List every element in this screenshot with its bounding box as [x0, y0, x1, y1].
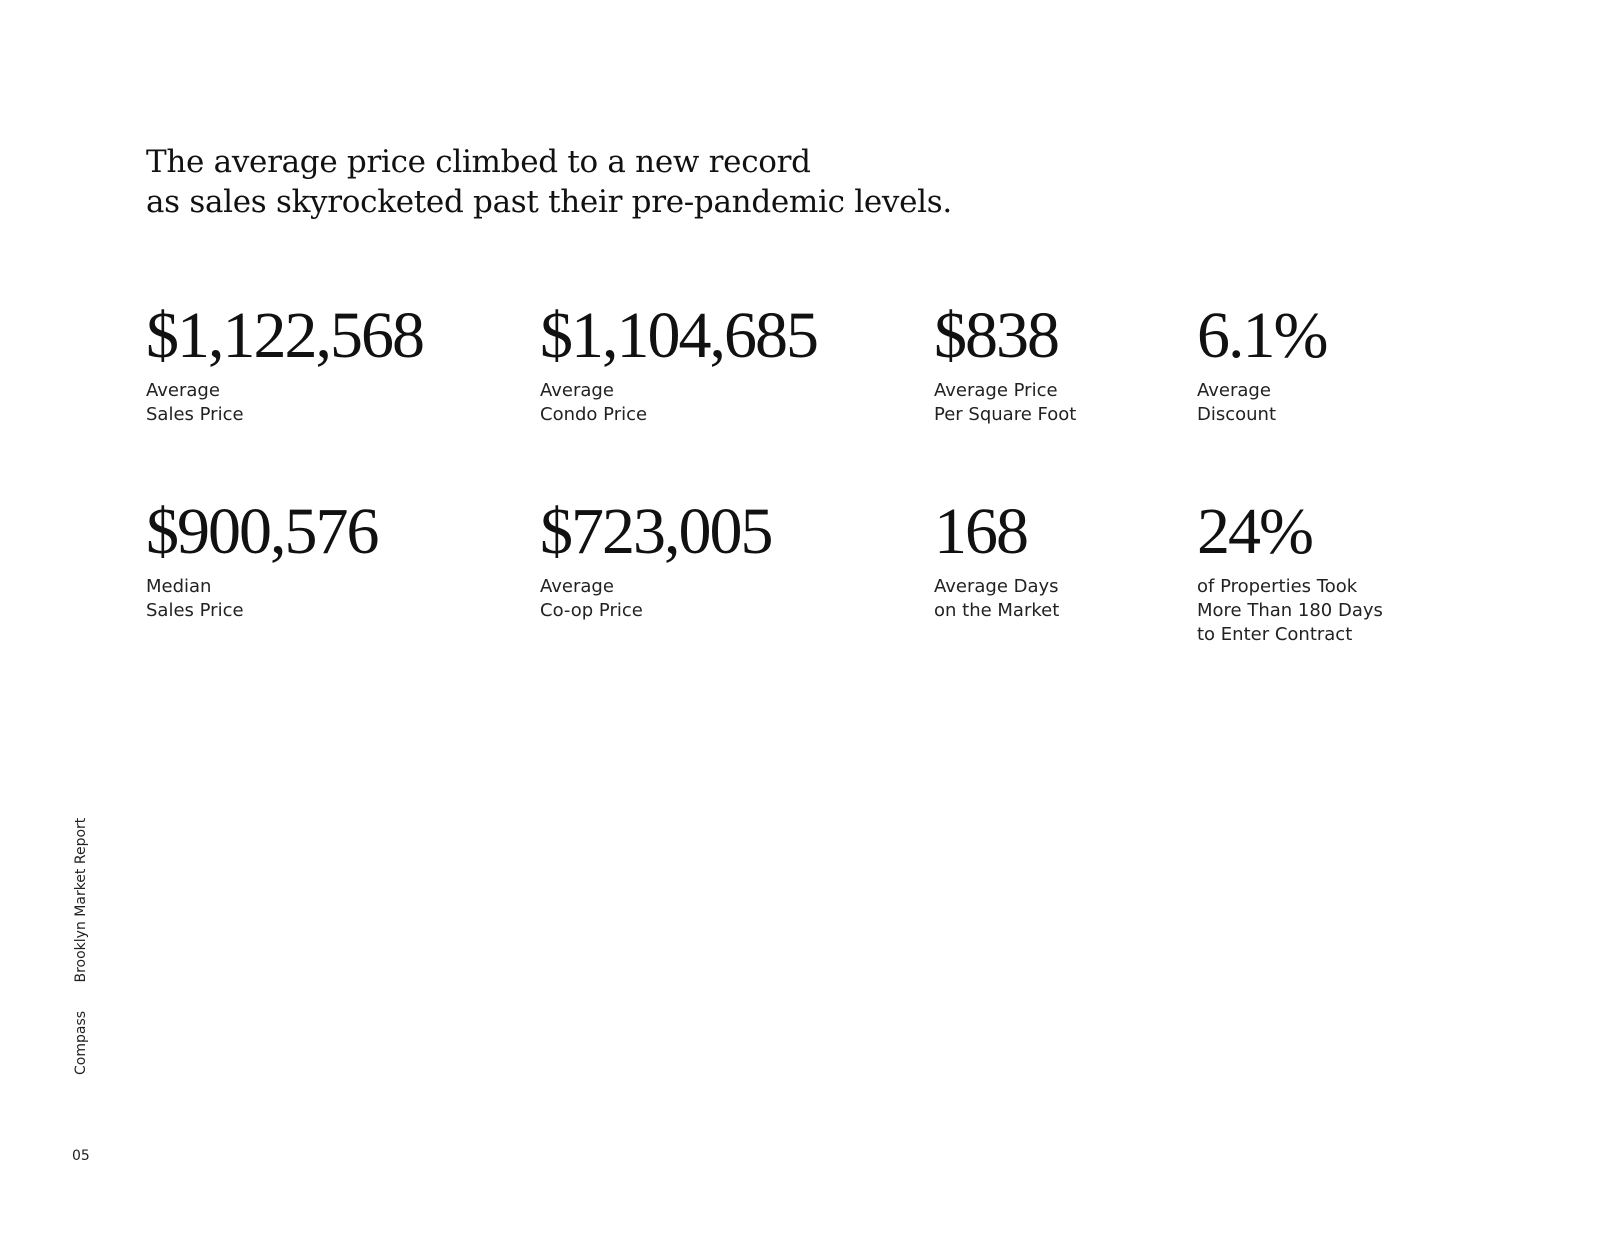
stat-value: $1,122,568 [146, 299, 425, 372]
stat-average-days-on-market: 168 Average Days on the Market [934, 499, 1314, 623]
headline-line-1: The average price climbed to a new recor… [146, 144, 811, 180]
stat-label-line: Average Price [934, 380, 1058, 401]
stat-label: Average Sales Price [146, 379, 526, 427]
stat-label: Average Price Per Square Foot [934, 379, 1314, 427]
stat-label-line: Sales Price [146, 404, 244, 425]
report-footer-label: Compass Brooklyn Market Report [73, 818, 89, 1075]
stat-label-line: Average [1197, 380, 1271, 401]
stat-label-line: of Properties Took [1197, 576, 1358, 597]
stat-label: Average Days on the Market [934, 575, 1314, 623]
stat-median-sales-price: $900,576 Median Sales Price [146, 499, 526, 623]
stat-average-discount: 6.1% Average Discount [1197, 303, 1577, 427]
stat-value: 24% [1197, 495, 1314, 568]
stat-label-line: Per Square Foot [934, 404, 1077, 425]
headline-line-2: as sales skyrocketed past their pre-pand… [146, 184, 952, 220]
stat-label-line: Average Days [934, 576, 1059, 597]
stat-label-line: Co-op Price [540, 600, 643, 621]
stat-label: Average Co-op Price [540, 575, 920, 623]
stat-label-line: More Than 180 Days [1197, 600, 1383, 621]
stat-label: Average Condo Price [540, 379, 920, 427]
stat-average-coop-price: $723,005 Average Co-op Price [540, 499, 920, 623]
stat-label-line: Discount [1197, 404, 1277, 425]
stat-value: $838 [934, 299, 1060, 372]
stat-value: $723,005 [540, 495, 774, 568]
page-headline: The average price climbed to a new recor… [146, 142, 1246, 222]
stat-label: Average Discount [1197, 379, 1577, 427]
stat-label-line: Condo Price [540, 404, 648, 425]
stat-properties-over-180-days: 24% of Properties Took More Than 180 Day… [1197, 499, 1577, 647]
brand-name: Compass [73, 1010, 89, 1075]
stat-label: of Properties Took More Than 180 Days to… [1197, 575, 1577, 647]
stat-label-line: to Enter Contract [1197, 624, 1353, 645]
stat-label-line: Average [540, 380, 614, 401]
stat-average-sales-price: $1,122,568 Average Sales Price [146, 303, 526, 427]
stat-label-line: on the Market [934, 600, 1060, 621]
stat-value: 6.1% [1197, 299, 1328, 372]
stat-label: Median Sales Price [146, 575, 526, 623]
stat-label-line: Sales Price [146, 600, 244, 621]
stat-value: $900,576 [146, 495, 380, 568]
stat-average-condo-price: $1,104,685 Average Condo Price [540, 303, 920, 427]
stat-label-line: Average [146, 380, 220, 401]
stat-average-price-per-square-foot: $838 Average Price Per Square Foot [934, 303, 1314, 427]
page-number: 05 [72, 1148, 90, 1164]
report-title: Brooklyn Market Report [73, 817, 89, 983]
stat-label-line: Median [146, 576, 212, 597]
stat-value: $1,104,685 [540, 299, 819, 372]
stat-label-line: Average [540, 576, 614, 597]
stat-value: 168 [934, 495, 1029, 568]
